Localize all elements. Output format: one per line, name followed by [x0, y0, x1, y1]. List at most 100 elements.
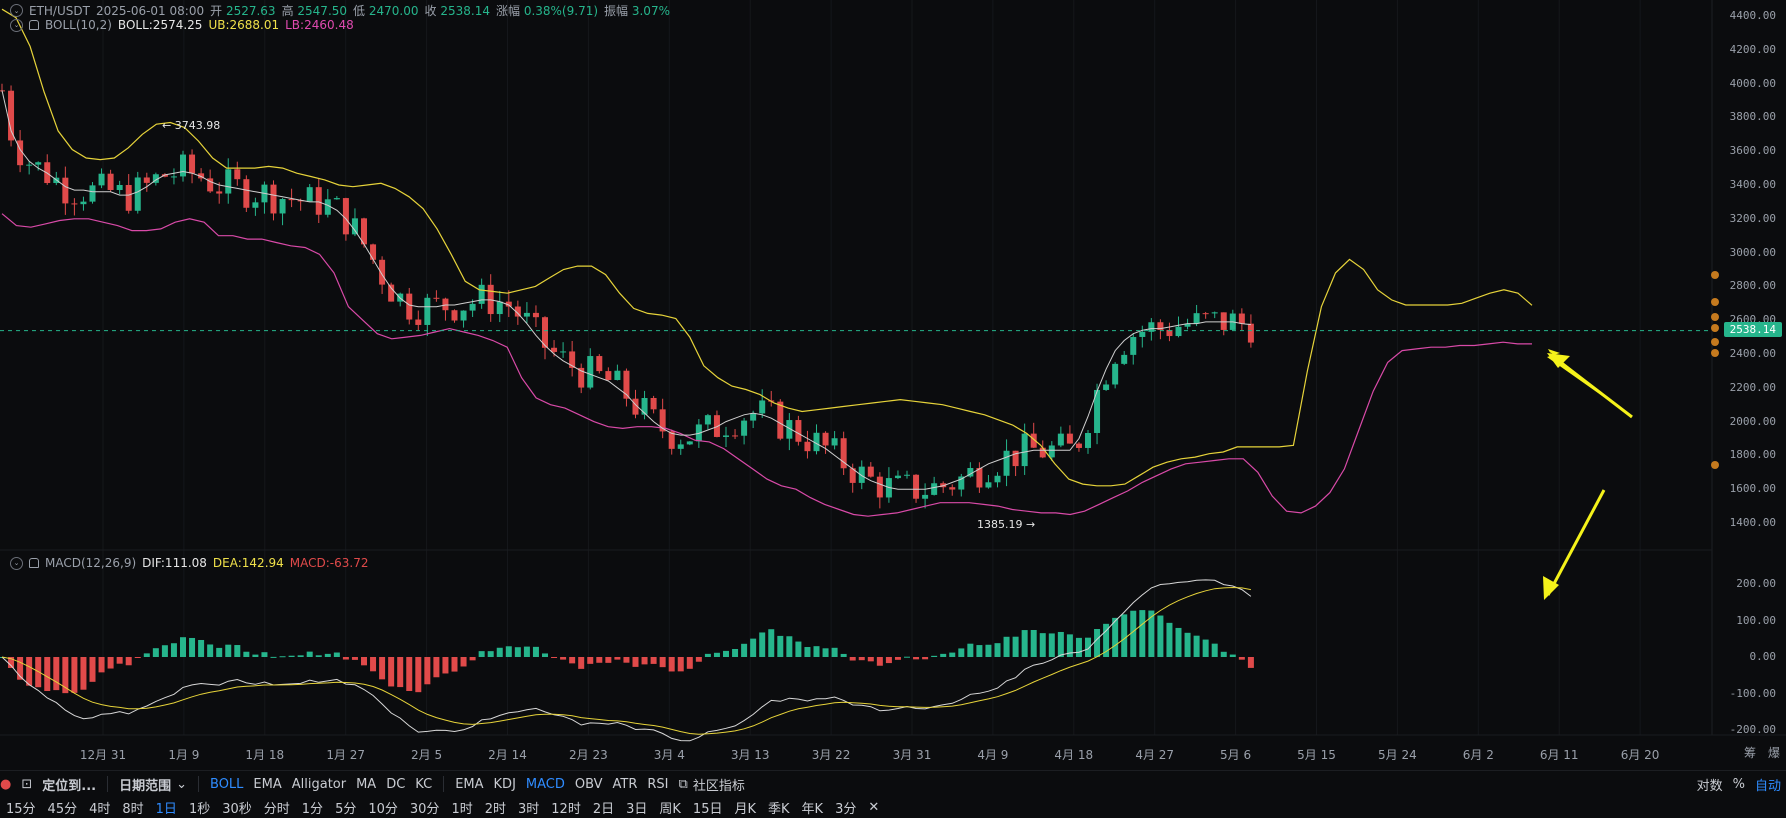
- chart-canvas[interactable]: [0, 0, 1786, 770]
- timeframe-10m[interactable]: 10分: [368, 801, 398, 817]
- timeframe-1q[interactable]: 季K: [768, 801, 790, 817]
- macd-histogram-bar: [315, 655, 322, 657]
- timeframe-5m[interactable]: 5分: [335, 801, 357, 817]
- auto-scale-toggle[interactable]: 自动: [1754, 778, 1781, 794]
- chevron-down-icon[interactable]: ⌄: [176, 776, 187, 792]
- candle-body: [813, 432, 820, 452]
- timeframe-3m[interactable]: 3分: [835, 801, 857, 817]
- macd-histogram-bar: [958, 648, 965, 657]
- candle-body: [107, 173, 114, 191]
- liquidation-icon[interactable]: 爆: [1767, 746, 1780, 760]
- community-icon[interactable]: ⧉: [678, 776, 688, 792]
- macd-histogram-bar: [433, 657, 440, 678]
- date-tick: 1月 27: [326, 748, 366, 762]
- macd-histogram-bar: [994, 643, 1001, 657]
- candle-body: [1130, 336, 1137, 355]
- macd-histogram-bar: [922, 657, 929, 660]
- date-range-button[interactable]: 日期范围: [119, 778, 172, 794]
- candle-body: [71, 203, 78, 205]
- timeframe-3d[interactable]: 3日: [626, 801, 648, 817]
- indicator-ma[interactable]: MA: [356, 776, 377, 792]
- candle-body: [704, 415, 711, 425]
- timeframe-1mo[interactable]: 月K: [734, 801, 756, 817]
- sub-indicator-rsi[interactable]: RSI: [647, 776, 669, 792]
- percent-scale-toggle[interactable]: %: [1732, 776, 1745, 792]
- locate-button[interactable]: 定位到...: [42, 778, 97, 794]
- indicator-boll[interactable]: BOLL: [210, 776, 244, 792]
- timeframe-tick[interactable]: 分时: [263, 801, 290, 817]
- candle-body: [904, 474, 910, 476]
- annotation-arrow-head: [1543, 576, 1559, 600]
- timeframe-bar: 15分 45分 4时 8时 1日 1秒 30秒 分时 1分 5分 10分 30分…: [0, 796, 1786, 818]
- sub-indicator-kdj[interactable]: KDJ: [493, 776, 516, 792]
- low-label: 低: [353, 4, 366, 18]
- boll-ub-value: UB:2688.01: [208, 18, 280, 32]
- candle-body: [732, 435, 739, 437]
- timeframe-15m[interactable]: 15分: [6, 801, 36, 817]
- chip-icon[interactable]: 筹: [1743, 746, 1756, 760]
- macd-histogram-bar: [768, 629, 775, 657]
- candle-body: [134, 177, 141, 211]
- indicator-kc[interactable]: KC: [415, 776, 433, 792]
- collapse-icon[interactable]: ⌄: [10, 18, 23, 32]
- timeframe-1h[interactable]: 1时: [451, 801, 473, 817]
- boll-legend: ⌄ BOLL(10,2) BOLL:2574.25 UB:2688.01 LB:…: [10, 18, 354, 32]
- timeframe-30m[interactable]: 30分: [409, 801, 440, 817]
- indicator-alligator[interactable]: Alligator: [291, 776, 347, 792]
- timeframe-1s[interactable]: 1秒: [188, 801, 211, 817]
- collapse-icon[interactable]: ⌄: [10, 556, 23, 570]
- timeframe-2d[interactable]: 2日: [592, 801, 615, 817]
- macd-histogram-bar: [198, 639, 205, 657]
- sub-indicator-ema[interactable]: EMA: [455, 776, 484, 792]
- sub-indicator-atr[interactable]: ATR: [612, 776, 638, 792]
- candle-body: [460, 310, 467, 321]
- close-icon[interactable]: ✕: [868, 799, 880, 815]
- date-tick: 12月 31: [79, 748, 127, 762]
- locate-icon[interactable]: ⊡: [21, 776, 33, 792]
- high-value: 2547.50: [297, 4, 348, 18]
- timeframe-12h[interactable]: 12时: [551, 801, 581, 817]
- macd-histogram-bar: [116, 657, 123, 664]
- candle-body: [297, 200, 304, 202]
- community-indicators-button[interactable]: 社区指标: [692, 778, 745, 794]
- price-tick: 3000.00: [1729, 245, 1776, 259]
- candle-body: [804, 441, 811, 452]
- indicator-ema[interactable]: EMA: [253, 776, 282, 792]
- timeframe-1m[interactable]: 1分: [301, 801, 324, 817]
- candle-body: [442, 298, 449, 311]
- date-tick: 3月 31: [892, 748, 932, 762]
- bell-icon[interactable]: [29, 558, 39, 568]
- macd-dea-line: [1, 586, 1251, 735]
- timeframe-30s[interactable]: 30秒: [222, 801, 252, 817]
- macd-histogram-bar: [578, 657, 585, 669]
- indicator-dc[interactable]: DC: [386, 776, 406, 792]
- bar-datetime: 2025-06-01 08:00: [95, 3, 205, 18]
- timeframe-3h[interactable]: 3时: [518, 801, 540, 817]
- timeframe-1w[interactable]: 周K: [659, 801, 681, 817]
- timeframe-8h[interactable]: 8时: [122, 801, 144, 817]
- timeframe-2h[interactable]: 2时: [484, 801, 506, 817]
- collapse-icon[interactable]: ⌄: [10, 4, 23, 17]
- candle-body: [161, 174, 168, 177]
- candle-body: [822, 432, 829, 446]
- sub-indicator-obv[interactable]: OBV: [574, 776, 603, 792]
- candle-body: [1193, 313, 1200, 324]
- timeframe-4h[interactable]: 4时: [89, 801, 111, 817]
- macd-histogram-bar: [370, 657, 377, 672]
- candle-body: [795, 420, 802, 442]
- bell-icon[interactable]: [29, 20, 39, 30]
- timeframe-1y[interactable]: 年K: [801, 801, 824, 817]
- timeframe-1d[interactable]: 1日: [155, 801, 177, 817]
- order-marker: [1711, 461, 1719, 469]
- timeframe-15d[interactable]: 15日: [692, 801, 723, 817]
- candle-body: [1012, 450, 1019, 467]
- log-scale-toggle[interactable]: 对数: [1696, 778, 1723, 794]
- timeframe-45m[interactable]: 45分: [47, 801, 78, 817]
- candle-body: [216, 191, 223, 194]
- candle-body: [894, 475, 901, 479]
- sub-indicator-macd[interactable]: MACD: [525, 776, 565, 792]
- macd-histogram-bar: [849, 657, 856, 661]
- macd-histogram-bar: [523, 646, 530, 657]
- macd-tick: -100.00: [1729, 686, 1776, 700]
- candle-body: [551, 347, 558, 352]
